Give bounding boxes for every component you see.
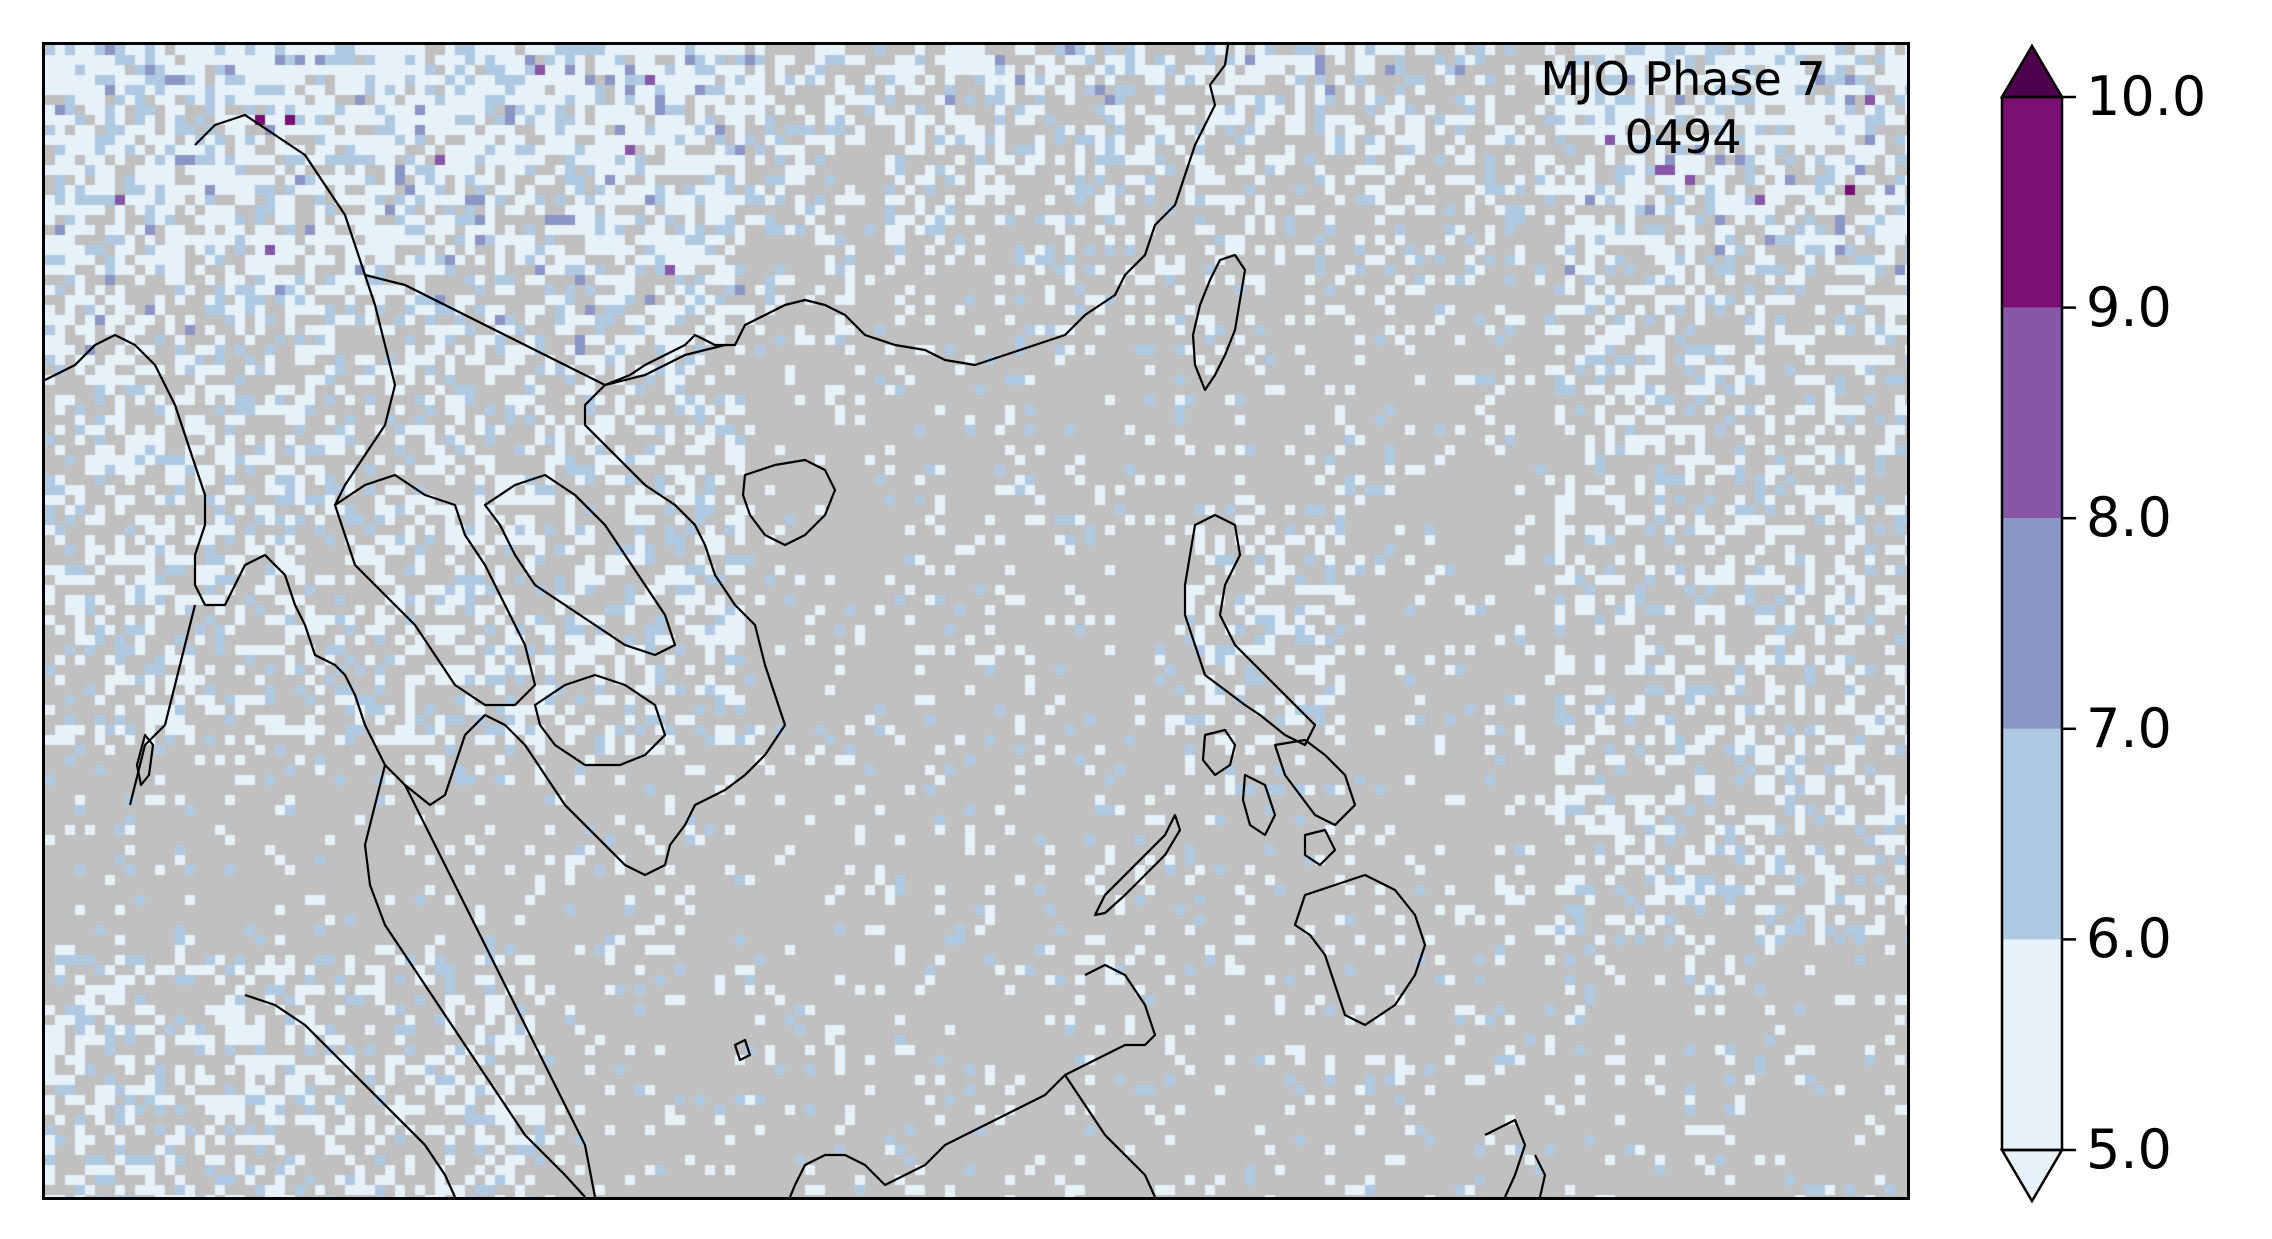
coastline-sumatra	[244, 993, 457, 1197]
colorbar-tick-label: 9.0	[2086, 275, 2172, 339]
map-title: MJO Phase 7	[1540, 52, 1826, 106]
colorbar-outline	[2000, 95, 2064, 1152]
colorbar-bin	[2002, 97, 2062, 308]
coastline-palawan	[1093, 813, 1182, 917]
colorbar-bin	[2002, 518, 2062, 729]
colorbar-extend-min	[1999, 1148, 2065, 1204]
colorbar-tick-label: 7.0	[2086, 696, 2172, 760]
colorbar-extend-max	[1999, 43, 2065, 99]
border-laos	[483, 473, 677, 657]
map-panel: MJO Phase 7 0494	[42, 42, 1910, 1200]
border-myanmar	[194, 113, 397, 506]
coastline-mainland	[45, 45, 1230, 877]
coastline-andaman	[135, 733, 155, 787]
map-subtitle: 0494	[1624, 110, 1742, 164]
coastline-visayas	[1273, 738, 1357, 827]
colorbar-tick-label: 10.0	[2086, 65, 2207, 128]
colorbar-bin	[2002, 307, 2062, 519]
border-cambodia	[533, 673, 667, 767]
colorbar-bin	[2002, 728, 2062, 940]
coastline-luzon	[1183, 513, 1317, 747]
border-thailand	[333, 473, 537, 707]
coastline-small-island	[733, 1038, 752, 1062]
colorbar-tick-label: 8.0	[2086, 486, 2172, 550]
precipitation-raster	[45, 45, 1907, 1197]
coastline-sulawesi	[1484, 1118, 1547, 1197]
border-china-north	[364, 273, 726, 387]
coastline-myanmar	[128, 604, 197, 806]
coastline-mindoro	[1201, 728, 1237, 777]
coastline-malay-peninsula	[363, 764, 586, 1197]
coastline-mindanao	[1293, 873, 1427, 1027]
coastline-taiwan	[1191, 253, 1247, 392]
colorbar-tick-label: 6.0	[2086, 907, 2172, 971]
coastline-borneo	[788, 963, 1157, 1197]
coastline-hainan	[741, 458, 837, 547]
colorbar-bin	[2002, 939, 2062, 1150]
colorbar-tick-label: 5.0	[2086, 1118, 2172, 1181]
coastline-layer	[45, 45, 1547, 1197]
